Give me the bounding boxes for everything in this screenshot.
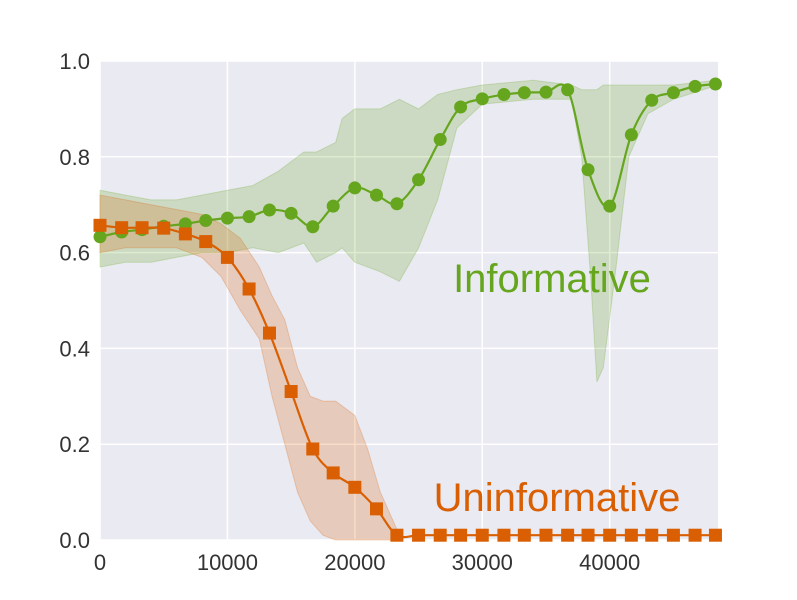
uninformative-point — [284, 385, 298, 399]
uninformative-label: Uninformative — [434, 476, 681, 520]
informative-point — [370, 188, 384, 202]
informative-point — [645, 93, 659, 107]
informative-point — [666, 86, 680, 100]
uninformative-point — [708, 528, 722, 542]
uninformative-point — [475, 528, 489, 542]
uninformative-point — [135, 221, 149, 235]
informative-point — [262, 203, 276, 217]
informative-point — [220, 211, 234, 225]
informative-point — [412, 173, 426, 187]
informative-point — [348, 181, 362, 195]
x-tick-label: 10000 — [197, 550, 258, 575]
uninformative-point — [603, 528, 617, 542]
uninformative-point — [390, 528, 404, 542]
informative-point — [284, 206, 298, 220]
uninformative-point — [645, 528, 659, 542]
uninformative-point — [157, 221, 171, 235]
x-tick-label: 0 — [94, 550, 106, 575]
tick-labels: 0 10000 20000 30000 40000 0.0 0.2 0.4 0.6 0.8 1.0 — [59, 49, 640, 575]
y-tick-label: 0.8 — [59, 145, 90, 170]
uninformative-point — [539, 528, 553, 542]
informative-point — [517, 86, 531, 100]
uninformative-point — [242, 282, 256, 296]
uninformative-point — [93, 218, 107, 232]
y-tick-label: 1.0 — [59, 49, 90, 74]
informative-point — [624, 128, 638, 142]
informative-point — [306, 220, 320, 234]
uninformative-point — [370, 502, 384, 516]
uninformative-point — [688, 528, 702, 542]
uninformative-point — [306, 442, 320, 456]
informative-point — [199, 214, 213, 228]
informative-point — [433, 133, 447, 147]
uninformative-point — [220, 250, 234, 264]
informative-point — [708, 77, 722, 91]
informative-point — [539, 85, 553, 99]
uninformative-point — [433, 528, 447, 542]
informative-point — [561, 83, 575, 97]
uninformative-point — [262, 326, 276, 340]
y-tick-label: 0.2 — [59, 432, 90, 457]
uninformative-point — [115, 221, 129, 235]
informative-point — [603, 199, 617, 213]
informative-point — [688, 79, 702, 93]
uninformative-point — [348, 480, 362, 494]
uninformative-point — [199, 235, 213, 249]
informative-point — [475, 92, 489, 106]
informative-point — [326, 199, 340, 213]
uninformative-point — [561, 528, 575, 542]
informative-point — [390, 197, 404, 211]
informative-point — [581, 163, 595, 177]
y-tick-label: 0.6 — [59, 241, 90, 266]
informative-point — [242, 210, 256, 224]
plot-background — [100, 61, 718, 540]
x-tick-label: 20000 — [324, 550, 385, 575]
uninformative-point — [326, 466, 340, 480]
uninformative-point — [581, 528, 595, 542]
uninformative-point — [666, 528, 680, 542]
uninformative-point — [624, 528, 638, 542]
y-tick-label: 0.4 — [59, 336, 90, 361]
y-tick-label: 0.0 — [59, 528, 90, 553]
uninformative-point — [412, 528, 426, 542]
series-markers — [93, 77, 722, 542]
informative-label: Informative — [453, 257, 651, 301]
uninformative-point — [497, 528, 511, 542]
gridlines — [99, 60, 718, 541]
informative-point — [178, 217, 192, 231]
uninformative-point — [178, 227, 192, 241]
uninformative-point — [517, 528, 531, 542]
informative-point — [93, 230, 107, 244]
informative-point — [497, 88, 511, 102]
x-tick-label: 30000 — [452, 550, 513, 575]
uninformative-point — [454, 528, 468, 542]
x-tick-label: 40000 — [579, 550, 640, 575]
informative-point — [454, 100, 468, 114]
